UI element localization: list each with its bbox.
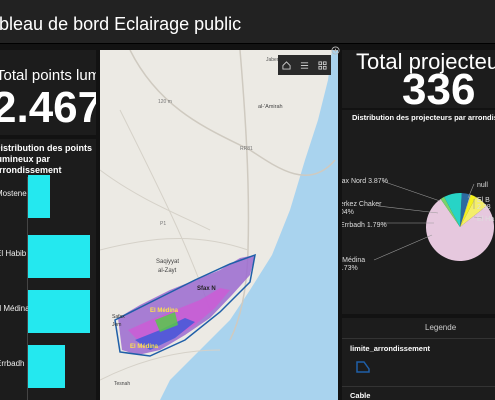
pie-label-sfax-nord: Sfax Nord 3.87% bbox=[342, 178, 388, 185]
road-line bbox=[100, 349, 221, 381]
bar-mark[interactable] bbox=[28, 345, 65, 388]
map-toolbar bbox=[278, 55, 331, 75]
pie-label-elbo: El B bbox=[477, 197, 490, 204]
map-label-elamirah: al-'Amirah bbox=[258, 104, 283, 110]
total-projecteurs-panel: Total projecteurs 336 bbox=[342, 50, 495, 108]
road-line bbox=[229, 50, 250, 341]
map-label-p1: P1 bbox=[160, 221, 166, 227]
legend-layer-cable: Cable bbox=[350, 391, 371, 400]
pie-chart-title: Distribution des projecteurs par arrondi… bbox=[352, 113, 495, 122]
bar-category-label: Errbadh bbox=[0, 359, 25, 368]
total-points-panel: Total points lumineux 2.467k bbox=[0, 50, 96, 135]
pie-leader-line bbox=[377, 205, 439, 214]
legend-panel: Legende limite_arrondissement Cable bbox=[342, 318, 495, 400]
legend-title: Legende bbox=[425, 323, 457, 332]
map-label-tesneh: Tesnah bbox=[114, 381, 130, 387]
total-projecteurs-title: Total projecteurs bbox=[356, 50, 495, 74]
pie-slice[interactable] bbox=[426, 199, 494, 261]
bar-category-label: El Médina bbox=[0, 304, 30, 313]
pie-slice[interactable] bbox=[460, 194, 476, 227]
boundary-symbol-icon bbox=[356, 361, 370, 373]
pie-label-medina: El Médina bbox=[342, 257, 366, 264]
points-bar-chart-panel: Distribution des points lumineux par arr… bbox=[0, 139, 96, 400]
green-zone bbox=[155, 312, 178, 332]
pie-label-merkez: Merkez Chaker bbox=[342, 201, 382, 208]
bar-mark[interactable] bbox=[28, 290, 90, 333]
map-label-sakiet: Saqiyyat bbox=[156, 259, 179, 265]
pie-slice[interactable] bbox=[460, 194, 471, 227]
pie-label-medina-pct: 71.73% bbox=[342, 265, 358, 272]
pie-label-elha: El Ha bbox=[477, 216, 495, 223]
map-label-safax: Safax bbox=[112, 314, 125, 320]
legend-layer-arrondissement: limite_arrondissement bbox=[350, 344, 431, 353]
arrondissement-boundary bbox=[114, 253, 256, 357]
total-points-value: 2.467k bbox=[0, 83, 96, 132]
pie-slice[interactable] bbox=[460, 196, 487, 227]
map-label-route: 120 m bbox=[158, 99, 172, 105]
pie-leader-line bbox=[373, 234, 433, 261]
road-line bbox=[129, 50, 336, 177]
dashboard-header: Tableau de bord Eclairage public bbox=[0, 0, 495, 44]
total-projecteurs-value: 336 bbox=[402, 65, 476, 109]
pie-label-elbo-pct: 2.38 bbox=[477, 204, 491, 211]
bar-chart-title: Distribution des points lumineux par arr… bbox=[0, 143, 92, 175]
pie-leader-line bbox=[381, 180, 441, 202]
home-icon[interactable] bbox=[280, 59, 293, 72]
pie-chart bbox=[373, 180, 494, 261]
road-line bbox=[100, 169, 211, 231]
legend-divider bbox=[342, 386, 495, 387]
bar-chart-axis bbox=[27, 177, 28, 400]
map-label-medina-2: El Médina bbox=[130, 344, 159, 350]
dashboard-title: Tableau de bord Eclairage public bbox=[0, 14, 242, 34]
bar-category-label: El Habib bbox=[0, 249, 27, 258]
bar-mark[interactable] bbox=[28, 175, 50, 218]
pie-label-null: null bbox=[477, 182, 488, 189]
road-line bbox=[100, 238, 249, 251]
bar-category-label: Mostene bbox=[0, 189, 27, 198]
map-view[interactable]: Jabeniyanah al-'Amirah 120 m RR81 P1 Saq… bbox=[100, 50, 338, 400]
map-label-medina: El Médina bbox=[150, 308, 179, 314]
bar-mark[interactable] bbox=[28, 235, 90, 278]
urban-cluster-core bbox=[135, 318, 195, 350]
map-label-rr: RR81 bbox=[240, 146, 253, 152]
pie-slice[interactable] bbox=[460, 193, 471, 227]
layer-list-icon[interactable] bbox=[298, 59, 311, 72]
pie-leader-line bbox=[473, 216, 483, 219]
map-canvas[interactable]: Jabeniyanah al-'Amirah 120 m RR81 P1 Saq… bbox=[100, 50, 338, 400]
expand-icon[interactable] bbox=[331, 46, 340, 55]
pie-slice[interactable] bbox=[444, 193, 462, 227]
pie-slice[interactable] bbox=[440, 196, 460, 227]
pie-label-errbadh: Errbadh 1.79% bbox=[342, 222, 387, 229]
basemap-gallery-icon[interactable] bbox=[316, 59, 329, 72]
total-points-title: Total points lumineux bbox=[0, 67, 96, 84]
map-label-sakiet2: al-Zayt bbox=[158, 268, 177, 274]
legend-header: Legende bbox=[342, 318, 495, 339]
pie-leader-line bbox=[467, 183, 475, 199]
sea-area bbox=[160, 50, 338, 400]
map-label-jem: Jem bbox=[112, 322, 121, 328]
projecteurs-pie-panel: Distribution des projecteurs par arrondi… bbox=[342, 110, 495, 314]
map-label-sfax-nord: Sfax N bbox=[197, 286, 216, 292]
pie-label-merkez-pct: 8.04% bbox=[342, 209, 354, 216]
